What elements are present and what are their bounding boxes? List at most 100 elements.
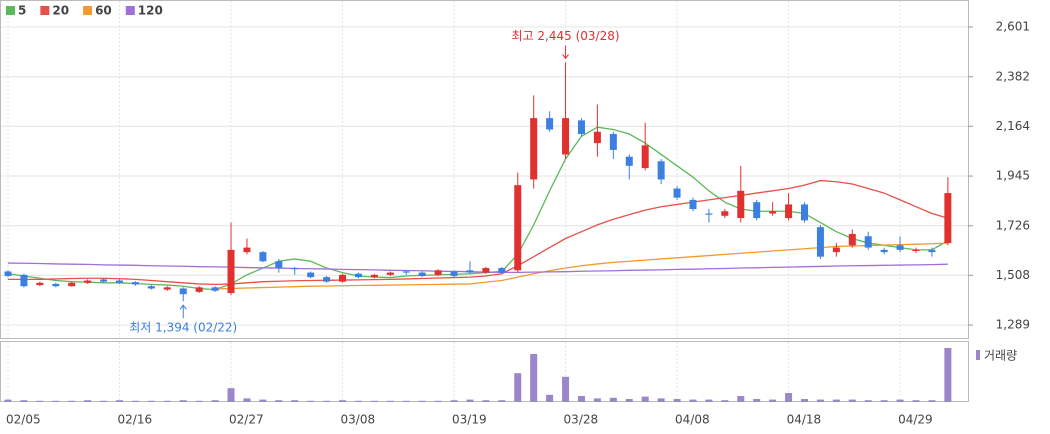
low-annotation: 최저 1,394 (02/22) bbox=[129, 321, 237, 335]
candle-body bbox=[641, 145, 649, 169]
legend-swatch bbox=[83, 6, 93, 15]
volume-bar bbox=[275, 400, 283, 402]
volume-bar bbox=[243, 398, 251, 402]
legend-label: 20 bbox=[52, 4, 69, 18]
candle-body bbox=[131, 282, 139, 285]
price-pane bbox=[0, 0, 969, 339]
volume-bar bbox=[896, 399, 904, 402]
volume-bar bbox=[848, 399, 856, 402]
volume-bar bbox=[100, 400, 108, 402]
x-tick-label: 03/08 bbox=[341, 413, 376, 427]
y-tick-label: 1,508 bbox=[996, 268, 1030, 282]
candle-body bbox=[259, 252, 267, 262]
volume-bar bbox=[386, 400, 394, 402]
candle-body bbox=[52, 283, 60, 287]
candle-body bbox=[912, 249, 920, 252]
candle-body bbox=[227, 249, 235, 294]
volume-bar bbox=[4, 399, 12, 402]
candle-body bbox=[434, 270, 442, 275]
candle-body bbox=[402, 271, 410, 273]
volume-bar bbox=[577, 396, 585, 402]
candle-body bbox=[737, 190, 745, 219]
volume-bar bbox=[131, 400, 139, 402]
volume-bar bbox=[259, 399, 267, 402]
candle-body bbox=[816, 227, 824, 257]
candle-body bbox=[848, 233, 856, 246]
candle-body bbox=[4, 271, 12, 276]
volume-bar bbox=[20, 400, 28, 402]
legend-swatch bbox=[125, 6, 135, 15]
y-tick-label: 2,382 bbox=[996, 69, 1030, 83]
volume-bar bbox=[816, 399, 824, 402]
x-tick-label: 04/29 bbox=[898, 413, 933, 427]
volume-bar bbox=[514, 373, 522, 402]
ma-line bbox=[215, 242, 948, 290]
volume-bar bbox=[450, 400, 458, 402]
volume-bar bbox=[323, 400, 331, 402]
candle-body bbox=[211, 287, 219, 291]
candle-body bbox=[593, 131, 601, 144]
y-tick-label: 1,726 bbox=[996, 218, 1030, 232]
candle-body bbox=[689, 199, 697, 209]
volume-bar bbox=[801, 399, 808, 402]
candle-body bbox=[20, 274, 28, 287]
volume-bar bbox=[705, 399, 713, 402]
candle-body bbox=[307, 272, 315, 278]
candle-body bbox=[195, 287, 203, 292]
x-tick-label: 02/05 bbox=[6, 413, 41, 427]
volume-bar bbox=[673, 399, 681, 402]
legend-label: 5 bbox=[18, 4, 26, 18]
x-tick-label: 03/28 bbox=[564, 413, 599, 427]
y-tick-label: 1,945 bbox=[996, 169, 1030, 183]
candle-body bbox=[546, 118, 554, 130]
legend-swatch bbox=[40, 6, 50, 15]
candle-body bbox=[801, 204, 808, 221]
volume-bar bbox=[195, 400, 203, 402]
candle-body bbox=[386, 272, 394, 275]
volume-bar bbox=[785, 393, 793, 402]
low-arrow bbox=[179, 304, 187, 319]
volume-bar bbox=[418, 400, 426, 402]
candle-body bbox=[291, 268, 299, 270]
volume-bar bbox=[227, 388, 235, 402]
candle-body bbox=[275, 261, 283, 269]
candle-body bbox=[785, 204, 793, 219]
volume-legend-swatch bbox=[976, 350, 980, 360]
volume-bar bbox=[753, 399, 761, 402]
candle-body bbox=[116, 280, 124, 283]
candle-body bbox=[673, 188, 681, 198]
candle-body bbox=[530, 118, 538, 180]
volume-bar bbox=[52, 400, 60, 402]
volume-pane bbox=[0, 341, 969, 402]
candle-body bbox=[609, 134, 617, 150]
volume-bar bbox=[147, 400, 155, 402]
volume-bar bbox=[307, 400, 315, 402]
x-tick-label: 02/27 bbox=[229, 413, 264, 427]
candle-body bbox=[514, 185, 522, 271]
volume-bar bbox=[609, 397, 617, 402]
volume-bar bbox=[339, 400, 347, 402]
volume-bar bbox=[163, 400, 171, 402]
volume-bar bbox=[641, 396, 649, 402]
y-tick-label: 1,289 bbox=[996, 318, 1030, 332]
legend-label: 60 bbox=[95, 4, 112, 18]
candle-body bbox=[243, 247, 251, 253]
candle-body bbox=[450, 271, 458, 276]
ma-line bbox=[8, 179, 949, 286]
candle-body bbox=[880, 249, 888, 253]
candle-body bbox=[179, 288, 187, 295]
volume-bar bbox=[354, 400, 362, 402]
volume-bar bbox=[530, 354, 538, 402]
high-annotation: 최고 2,445 (03/28) bbox=[512, 29, 620, 43]
candle-body bbox=[625, 156, 633, 166]
ma-line bbox=[7, 262, 948, 274]
candle-body bbox=[36, 282, 44, 286]
volume-bar bbox=[434, 400, 442, 402]
candle-body bbox=[370, 274, 378, 278]
volume-bar bbox=[562, 376, 570, 402]
candle-body bbox=[705, 213, 713, 215]
volume-bar bbox=[689, 399, 697, 402]
x-tick-label: 03/19 bbox=[452, 413, 487, 427]
x-tick-label: 04/08 bbox=[675, 413, 710, 427]
